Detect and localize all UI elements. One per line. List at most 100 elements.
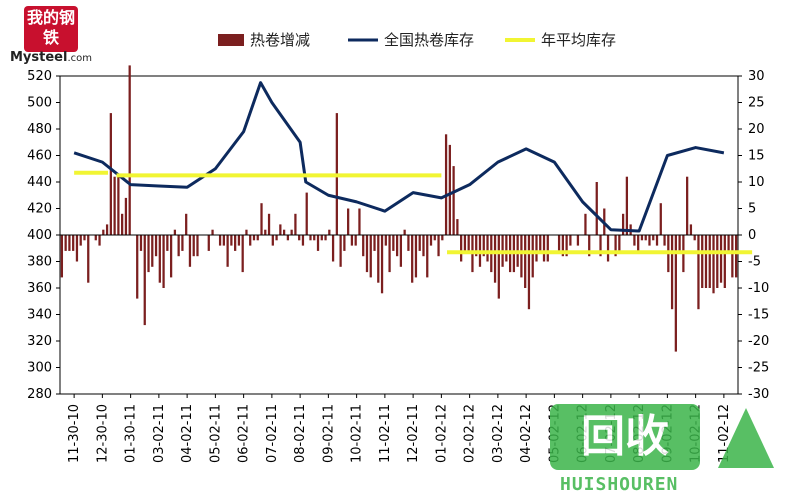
bar <box>124 197 128 235</box>
bar <box>377 235 380 283</box>
bar <box>373 235 376 251</box>
bar <box>448 144 451 235</box>
bar <box>655 235 659 246</box>
bar <box>588 235 591 257</box>
bar <box>313 235 316 241</box>
chart-legend: 热卷增减 全国热卷库存 年平均库存 <box>218 31 616 49</box>
logo-en-text: Mysteel.com <box>10 50 92 65</box>
left-axis-tick-label: 420 <box>27 202 52 217</box>
right-axis-tick-label: -5 <box>748 255 761 270</box>
bar <box>113 176 116 235</box>
left-axis-tick-label: 520 <box>27 69 52 84</box>
bar <box>674 235 677 352</box>
left-axis-tick-label: 280 <box>27 387 52 402</box>
x-axis-tick-label: 12-02-11 <box>406 404 421 463</box>
legend-swatch-bar <box>218 34 244 46</box>
bar <box>87 235 90 283</box>
bar <box>241 235 244 273</box>
bar <box>207 235 210 251</box>
left-axis-tick-label: 440 <box>27 175 52 190</box>
left-axis-tick-label: 460 <box>27 149 52 164</box>
bar <box>369 235 372 278</box>
bar <box>531 235 534 278</box>
x-axis-tick-label: 06-02-11 <box>237 404 252 463</box>
x-axis-tick-label: 02-02-12 <box>463 404 478 463</box>
right-axis-tick-label: 30 <box>748 69 765 84</box>
bar <box>79 235 82 246</box>
x-axis-tick-label: 11-30-10 <box>67 404 82 463</box>
right-axis-tick-label: -25 <box>748 361 769 376</box>
bar <box>305 192 308 235</box>
bar <box>524 235 527 288</box>
x-axis-tick-label: 01-30-11 <box>124 404 139 463</box>
bar <box>719 235 723 283</box>
x-axis-tick-label: 05-02-11 <box>208 404 223 463</box>
bar <box>697 235 700 310</box>
x-axis-tick-label: 03-02-12 <box>491 404 506 463</box>
bar <box>644 235 647 241</box>
x-axis-tick-label: 04-02-11 <box>180 404 195 463</box>
bar <box>614 235 617 257</box>
bar <box>196 235 199 257</box>
left-axis-tick-label: 400 <box>27 228 52 243</box>
bar <box>147 235 150 273</box>
bar <box>569 235 572 246</box>
bar <box>158 235 161 283</box>
bar <box>154 235 158 257</box>
bar <box>606 235 610 262</box>
watermark-triangle-icon <box>718 408 774 468</box>
line-series <box>73 81 753 255</box>
bar <box>539 235 542 251</box>
bar <box>716 235 719 288</box>
bar <box>143 235 146 326</box>
bar <box>467 235 470 251</box>
bar <box>618 235 621 251</box>
left-axis-tick-label: 360 <box>27 281 52 296</box>
watermark-mark: 回收 <box>550 404 700 470</box>
bar <box>264 229 267 235</box>
bar <box>316 235 320 251</box>
x-axis-tick-label: 03-02-11 <box>152 404 167 463</box>
bar <box>380 235 384 294</box>
bar <box>708 235 711 288</box>
bar <box>497 235 500 299</box>
bar <box>365 235 369 273</box>
mysteel-logo: 我的钢铁 Mysteel.com <box>10 6 100 70</box>
bar <box>343 235 346 251</box>
bar <box>139 235 143 251</box>
bar <box>723 235 726 288</box>
bar <box>712 235 715 294</box>
bar <box>452 166 455 235</box>
right-axis-tick-label: 10 <box>748 175 765 190</box>
left-axis-tick-label: 500 <box>27 96 52 111</box>
bar <box>185 213 188 235</box>
bar <box>136 235 139 299</box>
right-axis-tick-label: -20 <box>748 334 769 349</box>
bar <box>621 213 625 235</box>
bar <box>625 176 629 235</box>
bar <box>648 235 651 246</box>
bar <box>320 235 323 241</box>
bar <box>286 235 290 241</box>
bar <box>102 229 105 235</box>
right-axis-tick-label: 20 <box>748 122 765 137</box>
watermark-text: HUISHOUREN <box>560 474 679 495</box>
bar <box>169 235 173 278</box>
bar <box>693 235 696 241</box>
bar <box>64 235 67 251</box>
left-axis-tick-label: 300 <box>27 361 52 376</box>
right-axis-tick-label: 25 <box>748 96 765 111</box>
legend-label-inventory: 全国热卷库存 <box>384 31 474 49</box>
x-axis-tick-label: 01-02-12 <box>434 404 449 463</box>
right-axis-tick-label: -10 <box>748 281 769 296</box>
logo-cn-mark: 我的钢铁 <box>24 6 78 52</box>
huishouren-watermark: 回收 HUISHOUREN <box>540 398 780 498</box>
right-axis-tick-label: 15 <box>748 149 765 164</box>
bar <box>731 235 734 278</box>
bar <box>256 235 259 241</box>
x-axis-tick-label: 12-30-10 <box>95 404 110 463</box>
bar <box>399 235 403 267</box>
bar <box>392 235 395 251</box>
bar <box>249 235 252 246</box>
